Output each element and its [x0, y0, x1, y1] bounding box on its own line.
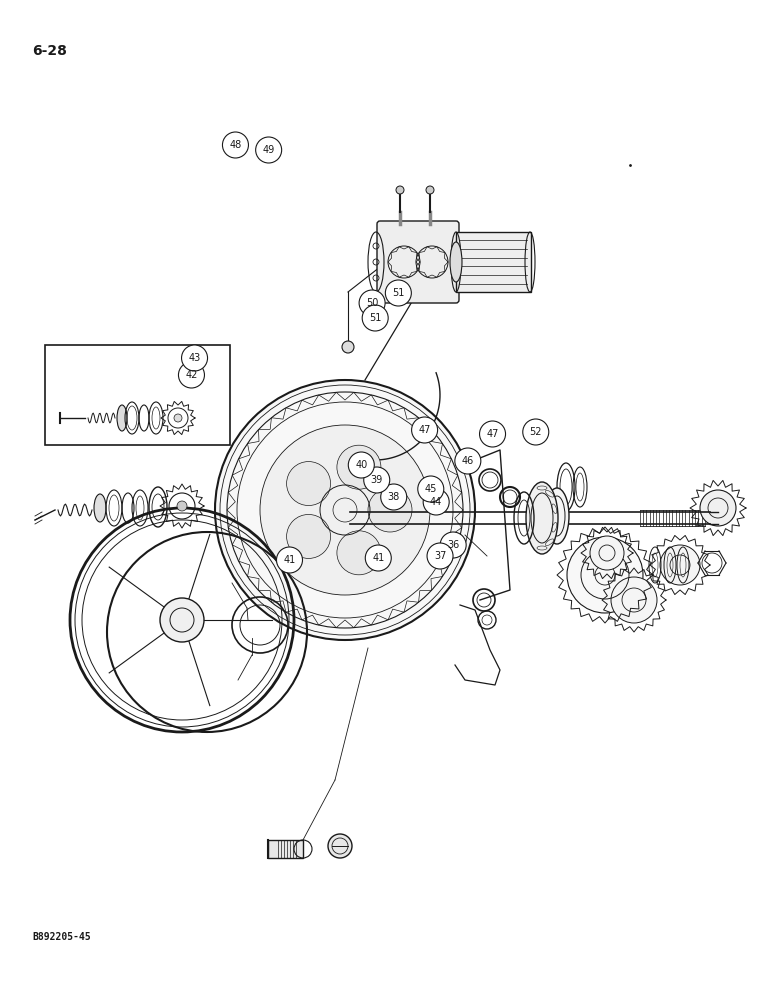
Text: 41: 41 — [283, 555, 296, 565]
Text: 42: 42 — [185, 370, 198, 380]
Circle shape — [276, 547, 303, 573]
Circle shape — [660, 545, 700, 585]
Circle shape — [178, 362, 205, 388]
Circle shape — [411, 417, 438, 443]
Circle shape — [359, 290, 385, 316]
Bar — [45, 345, 230, 445]
Circle shape — [523, 419, 549, 445]
Text: 37: 37 — [434, 551, 446, 561]
Circle shape — [364, 467, 390, 493]
Circle shape — [286, 462, 330, 506]
Ellipse shape — [526, 482, 558, 554]
Circle shape — [342, 341, 354, 353]
Circle shape — [700, 490, 736, 526]
Text: 47: 47 — [418, 425, 431, 435]
Circle shape — [455, 448, 481, 474]
Circle shape — [362, 305, 388, 331]
Text: 46: 46 — [462, 456, 474, 466]
Text: 51: 51 — [369, 313, 381, 323]
Text: 6-28: 6-28 — [32, 44, 67, 58]
Text: 48: 48 — [229, 140, 242, 150]
Circle shape — [181, 345, 208, 371]
Text: 51: 51 — [392, 288, 405, 298]
Circle shape — [426, 186, 434, 194]
Circle shape — [215, 380, 475, 640]
Circle shape — [222, 132, 249, 158]
Circle shape — [260, 425, 430, 595]
Circle shape — [337, 445, 381, 489]
Circle shape — [286, 514, 330, 558]
Circle shape — [611, 577, 657, 623]
Text: 39: 39 — [371, 475, 383, 485]
Text: 36: 36 — [447, 540, 459, 550]
Text: 41: 41 — [372, 553, 384, 563]
Circle shape — [348, 452, 374, 478]
Circle shape — [328, 834, 352, 858]
Text: 49: 49 — [262, 145, 275, 155]
Circle shape — [381, 484, 407, 510]
Circle shape — [590, 536, 624, 570]
Text: 38: 38 — [388, 492, 400, 502]
Circle shape — [256, 137, 282, 163]
Circle shape — [365, 545, 391, 571]
Circle shape — [177, 501, 187, 511]
Text: 47: 47 — [486, 429, 499, 439]
Circle shape — [385, 280, 411, 306]
Ellipse shape — [117, 405, 127, 431]
Bar — [268, 840, 303, 858]
Circle shape — [479, 421, 506, 447]
Bar — [456, 232, 531, 292]
Circle shape — [423, 489, 449, 515]
Text: B892205-45: B892205-45 — [32, 932, 91, 942]
Circle shape — [337, 531, 381, 575]
Text: 44: 44 — [430, 497, 442, 507]
Circle shape — [427, 543, 453, 569]
Text: 45: 45 — [425, 484, 437, 494]
Ellipse shape — [450, 242, 462, 282]
Circle shape — [440, 532, 466, 558]
Text: 52: 52 — [530, 427, 542, 437]
Circle shape — [418, 476, 444, 502]
Text: 40: 40 — [355, 460, 367, 470]
Ellipse shape — [94, 494, 106, 522]
Circle shape — [396, 186, 404, 194]
Circle shape — [174, 414, 182, 422]
Circle shape — [368, 488, 412, 532]
Circle shape — [567, 537, 643, 613]
FancyBboxPatch shape — [377, 221, 459, 303]
Text: 43: 43 — [188, 353, 201, 363]
Circle shape — [160, 598, 204, 642]
Ellipse shape — [545, 488, 569, 544]
Text: 50: 50 — [366, 298, 378, 308]
